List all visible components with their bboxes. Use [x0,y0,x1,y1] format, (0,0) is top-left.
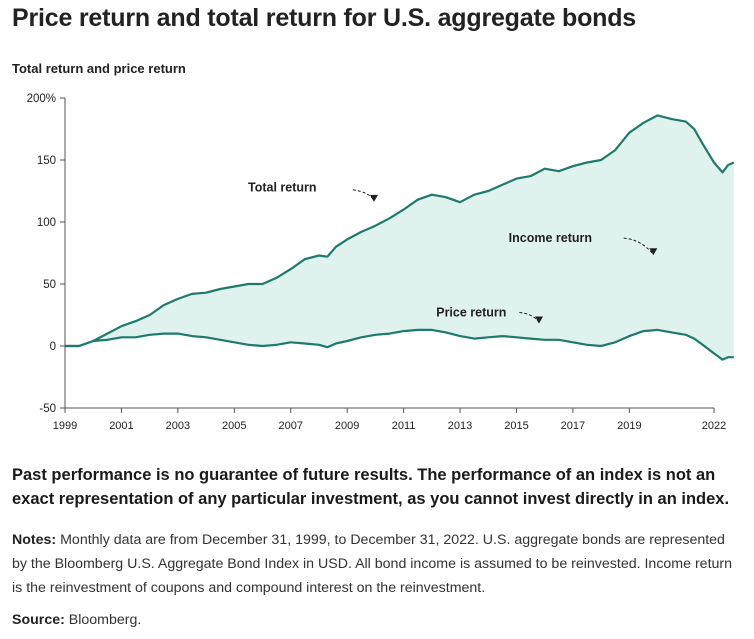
x-tick-label: 2001 [109,420,133,432]
page-title: Price return and total return for U.S. a… [12,4,637,32]
source-text: Bloomberg. [68,612,142,628]
x-tick-label: 2007 [278,420,302,432]
notes-text: Monthly data are from December 31, 1999,… [12,532,733,596]
series-lines [65,114,735,361]
arrowhead-icon [369,194,378,202]
x-tick-label: 2013 [448,420,472,432]
total-return-line [65,114,735,348]
notes: Notes: Monthly data are from December 31… [12,528,742,600]
y-tick-label: -50 [39,403,56,415]
income-return-area [65,115,734,360]
returns-chart: Total return and price return 200% 150 100… [12,61,735,432]
source: Source: Bloomberg. [12,612,141,628]
x-tick-label: 1999 [53,420,77,432]
notes-label: Notes: [12,532,57,548]
arrowhead-icon [649,248,658,256]
x-tick-label: 2005 [222,420,246,432]
source-label: Source: [12,612,65,628]
x-tick-label: 2015 [504,420,528,432]
annotation-label: Income return [509,231,592,245]
x-tick-label: 2003 [166,420,190,432]
income-return-fill [65,115,734,360]
x-tick-label: 2019 [617,420,641,432]
x-tick-label: 2017 [561,420,585,432]
y-tick-label: 0 [50,341,56,353]
x-tick-label: 2009 [335,420,359,432]
price-return-line [65,328,734,361]
x-tick-label: 2011 [392,420,416,432]
annotation-label: Total return [248,180,317,194]
chart-title: Total return and price return [12,61,186,76]
axes: 200% 150 100 50 0 -50 1999 2001 2003 2005 2007 2009… [27,93,727,432]
y-tick-label: 200% [27,93,56,105]
disclaimer: Past performance is no guarantee of futu… [12,466,730,508]
y-tick-label: 100 [37,217,56,229]
annotation-arrow [352,189,375,202]
y-tick-label: 50 [43,279,56,291]
arrowhead-icon [535,316,544,324]
annotation-arrow [623,237,654,255]
x-tick-label: 2022 [702,420,726,432]
annotation-label: Price return [436,306,506,320]
y-tick-label: 150 [37,155,56,167]
annotations: Total return Income return Price return [248,180,658,324]
